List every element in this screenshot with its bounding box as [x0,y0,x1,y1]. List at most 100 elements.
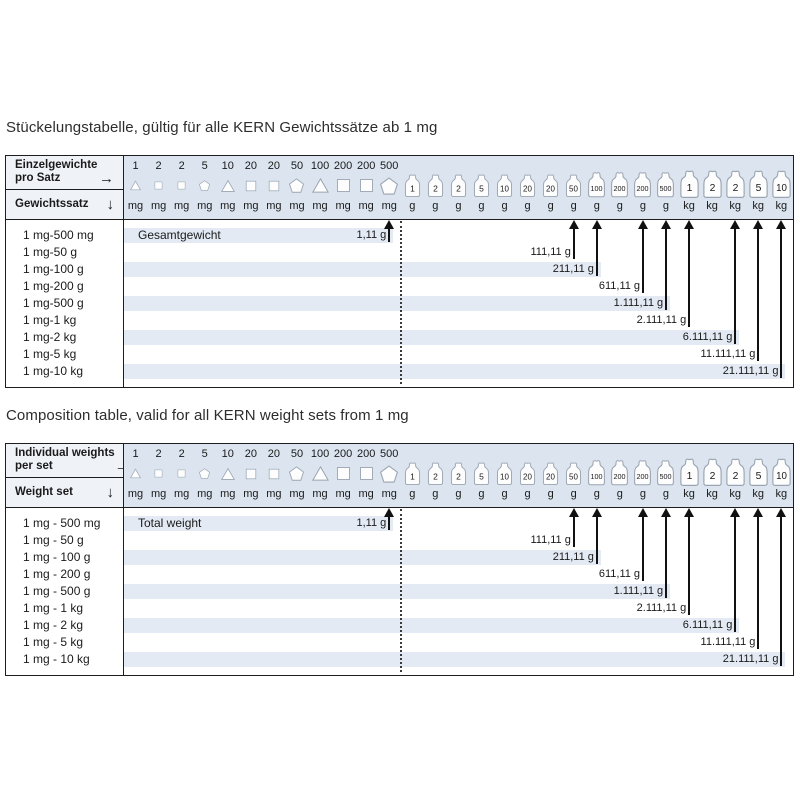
row-label: 1 mg-2 kg [23,330,77,344]
weight-icon-value: 100 [591,472,603,481]
composition-table-german: Einzelgewichte pro Satz → Gewichtssatz ↓… [5,155,794,388]
square-icon [245,461,257,486]
column-unit: mg [312,488,328,500]
column-unit: mg [358,200,374,212]
square-icon [177,461,186,486]
weight-icon-value: 10 [776,471,787,482]
table-header: Einzelgewichte pro Satz → Gewichtssatz ↓… [6,156,793,220]
down-arrow-icon: ↓ [106,483,115,501]
square-icon [336,173,351,198]
column-value: 500 [380,160,399,172]
column-header-100-g: 100 g [585,444,608,507]
header-line-2: per set [15,460,53,472]
column-unit: g [616,488,623,500]
column-unit: g [593,488,600,500]
column-unit: mg [243,488,259,500]
total-weight-value: 211,11 g [552,263,594,275]
column-value: 2 [178,160,185,172]
column-unit: mg [197,200,213,212]
column-value: 50 [290,448,304,460]
row-highlight-bar [124,228,394,243]
row-highlight-bar [124,364,786,379]
weight-icon-value: 20 [523,184,532,193]
column-header-10-mg: 10 mg [216,444,239,507]
column-header-2-kg: 2 kg [701,444,724,507]
column-unit: g [524,488,531,500]
weight-icon-value: 5 [479,471,484,481]
total-weight-value: 6.111,11 g [682,331,733,343]
column-unit: mg [174,200,190,212]
row-highlight-bar [124,296,671,311]
weight-icon-value: 1 [410,471,415,481]
column-value: 2 [178,448,185,460]
column-header-20-mg: 20 mg [239,156,262,219]
column-header-2-mg: 2 mg [147,156,170,219]
weight-icon: 200 [633,159,652,198]
header-individual-weights: Einzelgewichte pro Satz → [6,156,123,190]
data-area: Gesamtgewicht 1,11 g 111,11 g 211,11 g 611,1… [124,220,793,387]
weight-icon: 20 [519,159,536,198]
weight-icon: 5 [748,159,769,198]
row-label: 1 mg-5 kg [23,347,77,361]
column-unit: mg [358,488,374,500]
column-header-2-mg: 2 mg [170,156,193,219]
column-header-2-kg: 2 kg [724,444,747,507]
column-header-1-kg: 1 kg [678,444,701,507]
weight-icon: 2 [702,447,723,486]
column-unit: mg [335,200,351,212]
header-line-1: Individual weights [15,447,115,459]
row-label: 1 mg - 500 mg [23,516,101,530]
triangle-icon [311,173,329,198]
column-unit: mg [381,200,397,212]
row-label: 1 mg-100 g [23,262,84,276]
column-unit: kg [683,488,695,500]
column-header-2-mg: 2 mg [147,444,170,507]
column-header-2-mg: 2 mg [170,444,193,507]
column-header-20-g: 20 g [516,156,539,219]
column-header-200-g: 200 g [631,156,654,219]
arrow-up-icon [730,508,741,517]
column-header-1-mg: 1 mg [124,156,147,219]
column-unit: g [662,488,670,500]
weight-icon-value: 2 [456,471,461,481]
arrow-up-icon [684,508,695,517]
weight-icon: 200 [633,447,652,486]
arrow-up-icon [688,228,691,327]
weight-icon: 2 [450,159,467,198]
arrow-up-icon [684,220,695,229]
row-highlight-bar [124,516,394,531]
arrow-up-icon [642,516,645,581]
weight-icon-value: 50 [569,472,578,481]
arrow-up-icon [638,220,649,229]
column-unit: mg [266,488,282,500]
composition-table-english: Individual weights per set → Weight set … [5,443,794,676]
weight-icon: 5 [748,447,769,486]
column-unit: g [432,200,439,212]
column-header-2-kg: 2 kg [701,156,724,219]
header-label-cells: Einzelgewichte pro Satz → Gewichtssatz ↓ [6,156,124,219]
column-value: 1 [132,160,139,172]
column-unit: g [524,200,531,212]
arrow-up-icon [688,516,691,615]
header-weight-set: Gewichtssatz ↓ [6,190,123,219]
total-weight-value: 1,11 g [356,517,387,529]
weight-icon-value: 20 [546,472,555,481]
weight-icon-value: 1 [686,183,692,194]
row-label: 1 mg - 50 g [23,533,84,547]
row-highlight-bar [124,550,601,565]
column-header-200-mg: 200 mg [332,156,355,219]
column-header-10-mg: 10 mg [216,156,239,219]
data-area: Total weight 1,11 g 111,11 g 211,11 g 611,11… [124,508,793,675]
weight-icon-value: 200 [614,472,626,481]
column-unit: g [616,200,623,212]
column-header-20-mg: 20 mg [262,444,285,507]
weight-icon-value: 2 [709,183,715,194]
triangle-icon [311,461,329,486]
column-unit: g [478,200,485,212]
column-unit: mg [174,488,190,500]
arrow-up-icon [388,228,391,242]
arrow-up-icon [638,508,649,517]
row-label: 1 mg-500 mg [23,228,94,242]
